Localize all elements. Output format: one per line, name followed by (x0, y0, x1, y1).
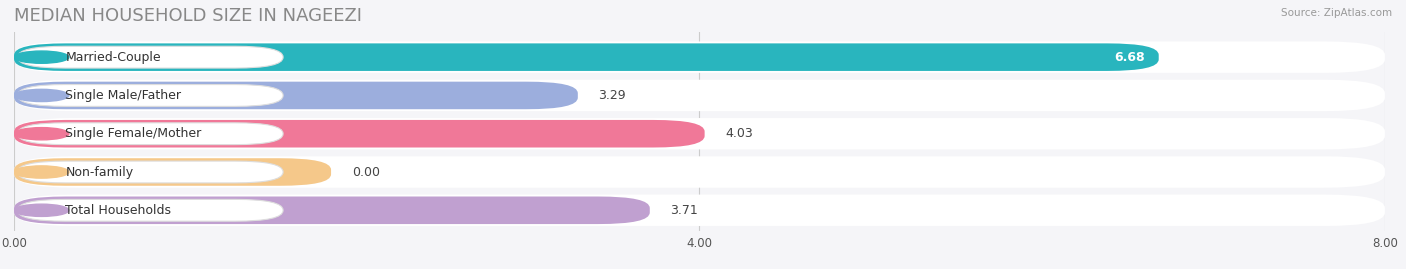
Text: Non-family: Non-family (66, 165, 134, 179)
Text: 4.03: 4.03 (725, 127, 754, 140)
Text: Source: ZipAtlas.com: Source: ZipAtlas.com (1281, 8, 1392, 18)
Circle shape (14, 89, 69, 102)
Circle shape (14, 128, 69, 140)
Text: 3.71: 3.71 (671, 204, 699, 217)
Circle shape (14, 166, 69, 178)
Circle shape (14, 51, 69, 63)
FancyBboxPatch shape (14, 80, 1385, 111)
FancyBboxPatch shape (17, 46, 283, 68)
Text: 3.29: 3.29 (599, 89, 626, 102)
FancyBboxPatch shape (17, 199, 283, 221)
FancyBboxPatch shape (14, 82, 578, 109)
FancyBboxPatch shape (14, 41, 1385, 73)
FancyBboxPatch shape (14, 120, 704, 147)
Text: 6.68: 6.68 (1115, 51, 1144, 64)
FancyBboxPatch shape (14, 156, 1385, 188)
FancyBboxPatch shape (14, 158, 330, 186)
Circle shape (14, 204, 69, 216)
Text: Single Female/Mother: Single Female/Mother (66, 127, 201, 140)
FancyBboxPatch shape (14, 118, 1385, 149)
Text: Single Male/Father: Single Male/Father (66, 89, 181, 102)
Text: MEDIAN HOUSEHOLD SIZE IN NAGEEZI: MEDIAN HOUSEHOLD SIZE IN NAGEEZI (14, 7, 363, 25)
FancyBboxPatch shape (14, 196, 650, 224)
FancyBboxPatch shape (17, 161, 283, 183)
Text: 0.00: 0.00 (352, 165, 380, 179)
FancyBboxPatch shape (14, 194, 1385, 226)
Text: Total Households: Total Households (66, 204, 172, 217)
FancyBboxPatch shape (14, 43, 1159, 71)
FancyBboxPatch shape (17, 84, 283, 106)
Text: Married-Couple: Married-Couple (66, 51, 162, 64)
FancyBboxPatch shape (17, 123, 283, 145)
